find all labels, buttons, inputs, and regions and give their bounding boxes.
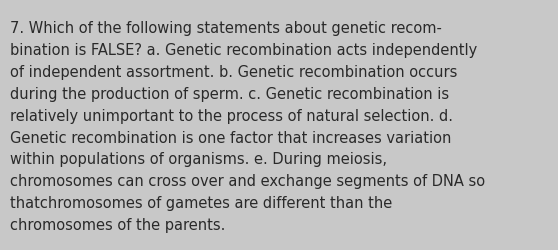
Text: within populations of organisms. e. During meiosis,: within populations of organisms. e. Duri… (10, 152, 387, 167)
Text: chromosomes can cross over and exchange segments of DNA so: chromosomes can cross over and exchange … (10, 174, 485, 188)
Text: of independent assortment. b. Genetic recombination occurs: of independent assortment. b. Genetic re… (10, 65, 458, 80)
Text: chromosomes of the parents.: chromosomes of the parents. (10, 217, 225, 232)
Text: thatchromosomes of gametes are different than the: thatchromosomes of gametes are different… (10, 195, 392, 210)
Text: bination is FALSE? a. Genetic recombination acts independently: bination is FALSE? a. Genetic recombinat… (10, 43, 477, 58)
Text: relatively unimportant to the process of natural selection. d.: relatively unimportant to the process of… (10, 108, 453, 123)
Text: Genetic recombination is one factor that increases variation: Genetic recombination is one factor that… (10, 130, 451, 145)
Text: during the production of sperm. c. Genetic recombination is: during the production of sperm. c. Genet… (10, 86, 449, 102)
Text: 7. Which of the following statements about genetic recom-: 7. Which of the following statements abo… (10, 21, 442, 36)
